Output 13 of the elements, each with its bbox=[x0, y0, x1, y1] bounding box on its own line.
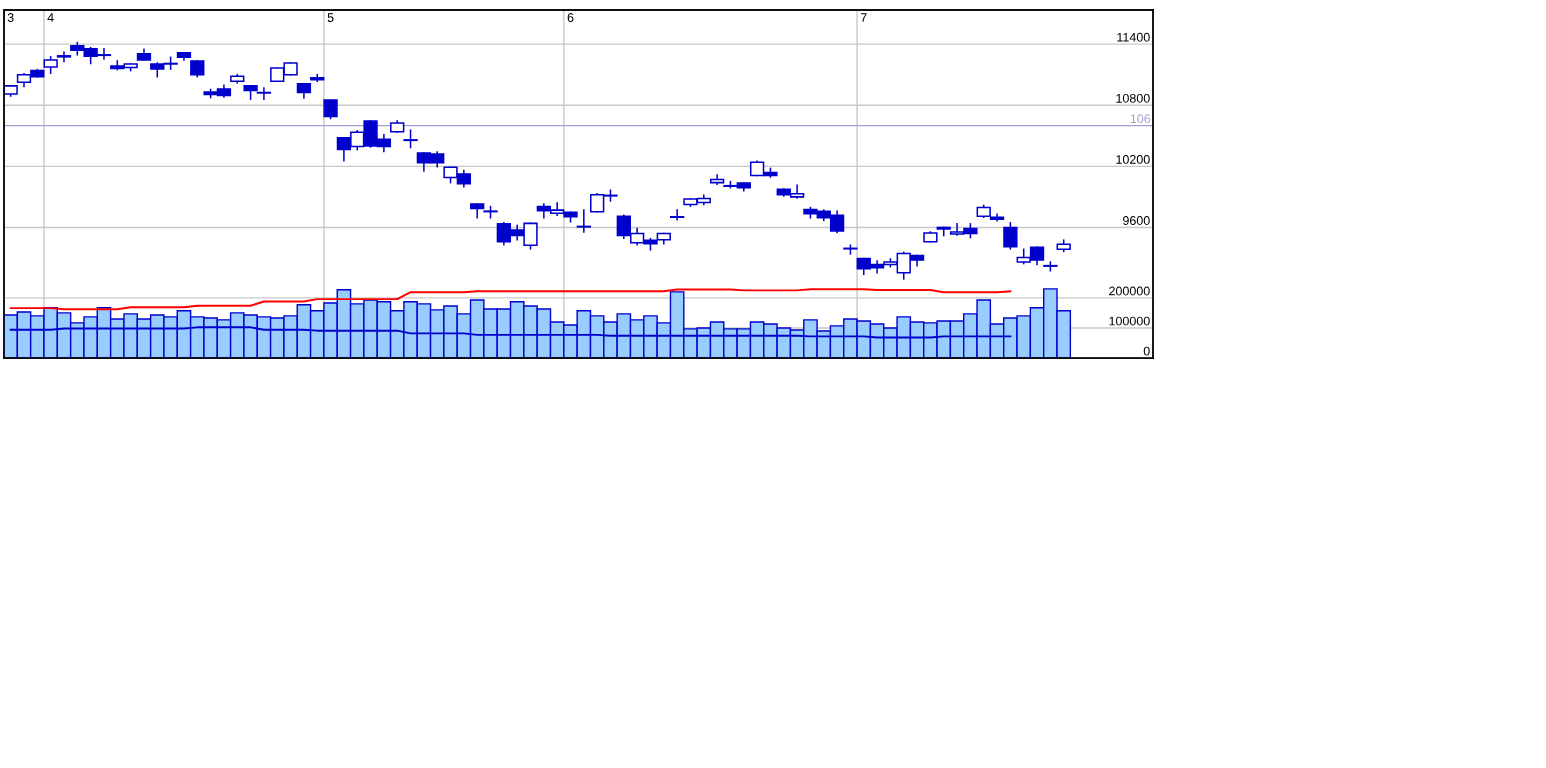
y2-tick-label: 100000 bbox=[1109, 316, 1150, 326]
x-tick-label: 3 bbox=[7, 13, 14, 22]
x-tick-label: 6 bbox=[567, 13, 574, 22]
text: 106 bbox=[1130, 114, 1151, 124]
x-tick-label: 4 bbox=[47, 13, 54, 22]
y-tick-label: 10200 bbox=[1116, 155, 1150, 164]
y2-tick-label: 200000 bbox=[1109, 286, 1150, 296]
x-tick-label: 7 bbox=[860, 13, 867, 22]
y-tick-label: 10800 bbox=[1116, 93, 1150, 103]
y2-tick-label: 0 bbox=[1143, 346, 1150, 356]
x-tick-label: 5 bbox=[327, 13, 334, 22]
y-tick-label: 11400 bbox=[1117, 32, 1150, 42]
y-tick-label: 9600 bbox=[1123, 216, 1150, 225]
